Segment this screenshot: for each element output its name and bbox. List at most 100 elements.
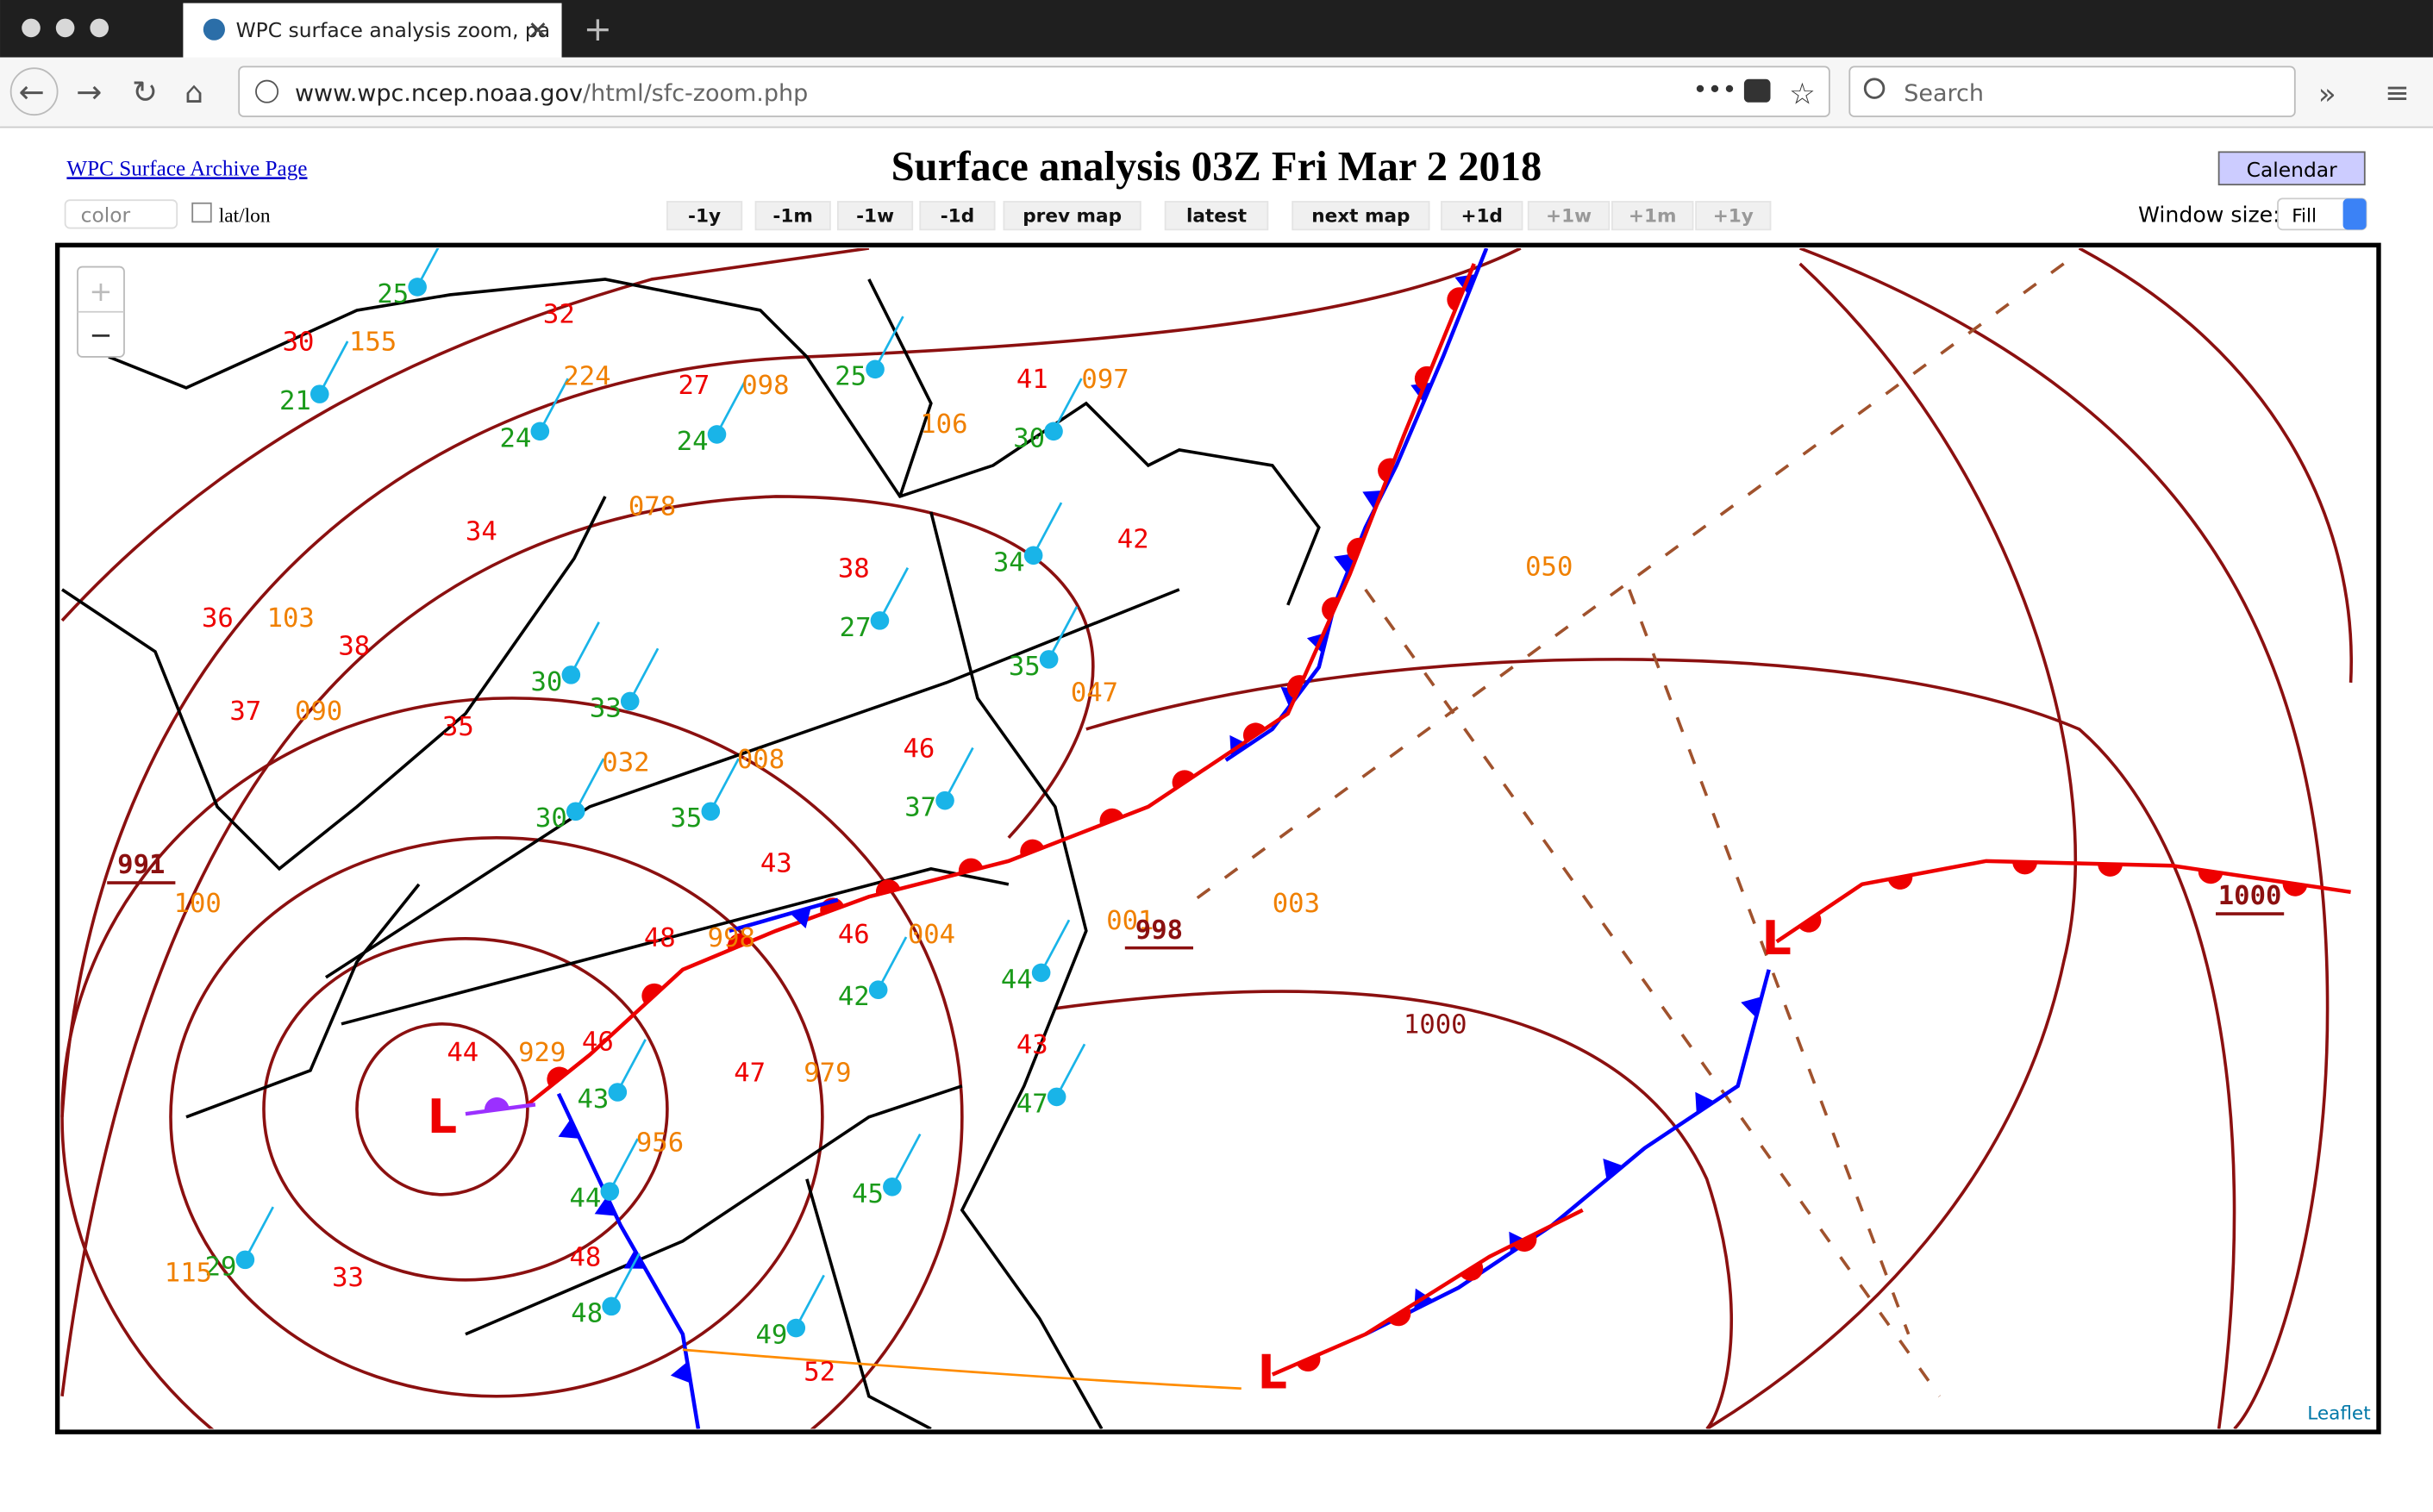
nav-button-label: +1m: [1629, 205, 1677, 227]
front: [465, 1103, 536, 1116]
nav-button[interactable]: [1527, 201, 1611, 231]
front-symbol: [875, 879, 901, 896]
bookmark-star[interactable]: ☆: [1789, 78, 1816, 112]
dewpoint-label: 24: [500, 423, 532, 453]
home-button[interactable]: ⌂: [185, 76, 203, 110]
wind-barb: [1051, 606, 1079, 654]
wind-barb: [613, 1253, 641, 1301]
front-symbol: [1447, 287, 1465, 311]
border: [108, 278, 1321, 606]
window-button[interactable]: [22, 18, 41, 38]
front-symbol: [1695, 1091, 1715, 1114]
new-tab[interactable]: +: [584, 9, 612, 49]
nav-button[interactable]: [1292, 201, 1430, 231]
nav-button[interactable]: [919, 201, 996, 231]
station-circle: [608, 1083, 628, 1102]
attribution[interactable]: Leaflet: [2307, 1403, 2370, 1425]
pressure-label: 956: [636, 1128, 684, 1158]
archive-link[interactable]: WPC Surface Archive Page: [66, 157, 307, 180]
calendar-label: Calendar: [2247, 158, 2337, 182]
front-symbol: [1296, 1353, 1321, 1372]
color-select[interactable]: [64, 199, 178, 229]
window-button[interactable]: [90, 18, 109, 38]
page-actions[interactable]: •••: [1693, 74, 1737, 103]
wind-barb: [632, 647, 660, 696]
temperature-label: 36: [202, 603, 234, 634]
low-marker: L: [1761, 911, 1791, 965]
pocket-button[interactable]: [1743, 78, 1771, 103]
wind-barb: [1035, 502, 1063, 550]
nav-buttons: -1y -1m -1w -1d prev map latest next map +1d +1w…: [666, 201, 1772, 231]
isobar: [1054, 990, 1734, 1429]
front-symbol: [1242, 722, 1267, 742]
border: [805, 1178, 932, 1429]
calendar-button[interactable]: [2217, 151, 2366, 186]
isobar: [1799, 247, 2330, 1429]
address-bar[interactable]: [238, 66, 1830, 117]
border: [465, 1084, 963, 1336]
active-tab[interactable]: [183, 3, 562, 59]
isobar: [262, 937, 669, 1282]
front-symbol: [1347, 537, 1364, 562]
low-marker: L: [1258, 1346, 1287, 1400]
pressure-label: 929: [518, 1038, 566, 1068]
nav-button[interactable]: [1441, 201, 1523, 231]
latlon-checkbox[interactable]: [191, 202, 212, 223]
front-symbol: [1741, 997, 1762, 1018]
front-symbol: [1414, 366, 1432, 390]
wind-barb: [1043, 919, 1071, 967]
station-circle: [868, 980, 888, 1000]
front-symbol: [1172, 770, 1195, 790]
front-symbol: [1798, 913, 1822, 933]
nav-button[interactable]: [836, 201, 914, 231]
front-symbol: [547, 1066, 570, 1087]
pressure-label: 224: [563, 361, 610, 391]
front-symbol: [2198, 869, 2223, 884]
tab-close[interactable]: ✕: [528, 16, 548, 45]
back-button[interactable]: [9, 67, 59, 116]
dewpoint-label: 43: [578, 1084, 610, 1115]
station-circle: [566, 802, 585, 822]
zoom-out[interactable]: −: [89, 319, 112, 352]
forward-button[interactable]: →: [76, 75, 102, 110]
nav-button[interactable]: [1695, 201, 1772, 231]
isobar: [2078, 247, 2353, 683]
reload-button[interactable]: ↻: [132, 75, 158, 110]
fronts: [465, 247, 2351, 1429]
station-circle: [786, 1318, 806, 1338]
attribution-box: [2299, 1399, 2374, 1426]
color-select-value: color: [81, 203, 131, 227]
nav-button[interactable]: [1611, 201, 1694, 231]
menu-button[interactable]: ≡: [2385, 76, 2410, 110]
temperature-label: 33: [332, 1263, 364, 1293]
window-button[interactable]: [55, 18, 75, 38]
zoom-in[interactable]: +: [89, 275, 112, 308]
dewpoint-label: 44: [570, 1184, 602, 1214]
border: [867, 278, 933, 497]
info-icon[interactable]: [255, 79, 279, 103]
overflow-button[interactable]: »: [2318, 78, 2336, 112]
nav-button[interactable]: [1164, 201, 1269, 231]
station-circle: [310, 384, 329, 403]
temperature-label: 30: [283, 328, 315, 358]
nav-button[interactable]: [666, 201, 743, 231]
pressure-label: 050: [1525, 553, 1573, 583]
dewpoint-label: 35: [1009, 652, 1041, 682]
front-symbol: [641, 983, 664, 1004]
nav-button[interactable]: [754, 201, 831, 231]
pressure-label: 004: [908, 920, 955, 950]
temperature-label: 43: [760, 848, 792, 878]
dewpoint-label: 37: [904, 793, 936, 823]
dewpoint-label: 30: [1013, 423, 1045, 453]
station-circle: [408, 278, 427, 297]
pressure-label: 998: [1135, 915, 1183, 946]
station-circle: [600, 1182, 620, 1201]
temperature-label: 48: [570, 1243, 602, 1273]
temperature-label: 34: [466, 516, 497, 547]
nav-button[interactable]: [1003, 201, 1141, 231]
search-bar[interactable]: [1848, 66, 2296, 117]
isobar: [169, 836, 824, 1398]
temperature-label: 43: [1016, 1030, 1048, 1060]
pressure-label: 003: [1273, 889, 1320, 919]
temperature-label: 48: [644, 923, 676, 953]
